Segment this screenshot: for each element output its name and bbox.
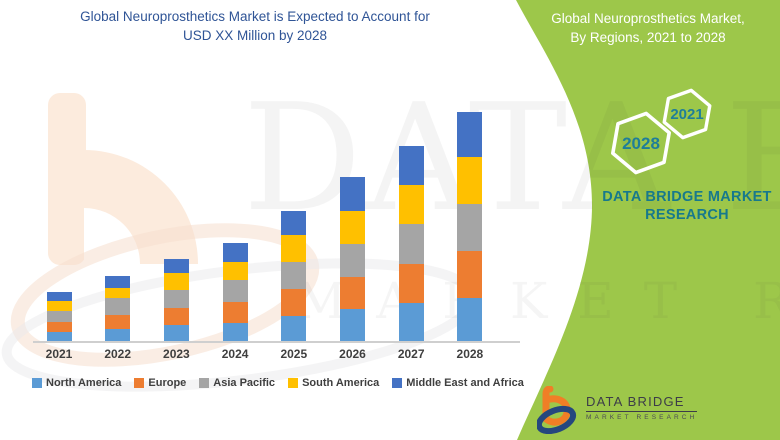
bar-segment-middle-east-and-africa-2028	[457, 112, 483, 157]
x-axis-label-2026: 2026	[339, 347, 366, 361]
bar-segment-asia-pacific-2023	[163, 290, 189, 308]
right-panel-title: Global Neuroprosthetics Market, By Regio…	[522, 9, 774, 47]
x-axis-label-2027: 2027	[397, 347, 425, 361]
legend-item-middle-east-and-africa: Middle East and Africa	[392, 377, 524, 389]
bar-segment-europe-2021	[46, 322, 72, 332]
chart-title: Global Neuroprosthetics Market is Expect…	[30, 7, 480, 45]
x-axis-label-2024: 2024	[221, 347, 249, 361]
legend-item-north-america: North America	[32, 377, 121, 389]
bar-segment-south-america-2023	[163, 273, 189, 290]
hexagon-2028-label: 2028	[622, 134, 660, 153]
legend-swatch-icon	[32, 378, 42, 388]
legend-swatch-icon	[134, 378, 145, 388]
bar-2021	[46, 292, 72, 342]
legend-label: Europe	[148, 377, 187, 389]
bar-2024	[222, 243, 248, 342]
bar-segment-south-america-2022	[105, 288, 131, 298]
hexagon-2021-label: 2021	[670, 106, 704, 123]
bar-segment-asia-pacific-2028	[457, 204, 483, 251]
bar-segment-europe-2027	[398, 264, 424, 303]
bar-segment-asia-pacific-2021	[46, 311, 72, 322]
bar-2028	[457, 112, 483, 342]
x-axis-label-2025: 2025	[280, 347, 308, 361]
bar-segment-middle-east-and-africa-2027	[398, 146, 424, 185]
bar-segment-asia-pacific-2026	[340, 244, 365, 277]
bar-segment-south-america-2027	[398, 185, 424, 224]
bar-segment-north-america-2025	[281, 316, 307, 342]
right-panel-title-line2: By Regions, 2021 to 2028	[570, 30, 726, 45]
legend-item-south-america: South America	[288, 377, 379, 389]
bar-segment-north-america-2028	[457, 298, 483, 342]
bar-segment-asia-pacific-2024	[222, 280, 248, 302]
bar-segment-asia-pacific-2025	[281, 262, 307, 289]
right-panel-title-line1: Global Neuroprosthetics Market,	[551, 11, 745, 26]
x-axis-label-2023: 2023	[163, 347, 190, 361]
legend-label: Asia Pacific	[213, 377, 276, 389]
company-logo-mark-icon	[537, 386, 577, 434]
bar-2026	[340, 177, 365, 342]
x-axis-label-2028: 2028	[456, 347, 484, 361]
bar-segment-middle-east-and-africa-2026	[340, 177, 365, 211]
legend-label: North America	[46, 377, 122, 389]
bar-segment-middle-east-and-africa-2021	[46, 292, 72, 301]
legend-swatch-icon	[288, 378, 299, 388]
legend-label: Middle East and Africa	[406, 377, 524, 389]
bar-segment-asia-pacific-2027	[398, 224, 424, 264]
bar-segment-europe-2026	[340, 277, 365, 309]
x-axis-label-2022: 2022	[104, 347, 132, 361]
bar-segment-middle-east-and-africa-2022	[105, 276, 131, 288]
bar-segment-south-america-2021	[46, 301, 72, 311]
bar-segment-south-america-2026	[340, 211, 365, 244]
bar-segment-europe-2025	[281, 289, 307, 316]
bar-segment-north-america-2024	[222, 323, 248, 342]
bar-segment-asia-pacific-2022	[105, 298, 131, 315]
bar-segment-middle-east-and-africa-2025	[281, 211, 307, 235]
company-logo-subtitle: MARKET RESEARCH	[586, 414, 698, 421]
bar-segment-south-america-2025	[281, 235, 307, 262]
chart-legend: North America Europe Asia Pacific South Ame…	[32, 377, 524, 389]
legend-item-europe: Europe	[134, 377, 186, 389]
bar-2025	[281, 211, 307, 342]
bar-2023	[163, 259, 189, 342]
bar-segment-north-america-2023	[163, 325, 189, 342]
bar-segment-europe-2028	[457, 251, 483, 298]
bar-segment-middle-east-and-africa-2024	[222, 243, 248, 262]
bar-segment-europe-2022	[105, 315, 131, 329]
brand-name-text: DATA BRIDGE MARKET RESEARCH	[592, 188, 780, 224]
bar-2027	[398, 146, 424, 342]
company-logo-name: DATA BRIDGE	[586, 394, 698, 412]
x-axis-label-2021: 2021	[45, 347, 73, 361]
company-logo-text: DATA BRIDGE MARKET RESEARCH	[586, 394, 698, 421]
bar-segment-middle-east-and-africa-2023	[163, 259, 189, 273]
bar-segment-europe-2023	[163, 308, 189, 325]
brand-name-line1: DATA BRIDGE MARKET	[602, 189, 772, 205]
legend-item-asia-pacific: Asia Pacific	[199, 377, 275, 389]
stacked-bar-plot-area	[46, 112, 483, 342]
chart-title-line2: USD XX Million by 2028	[182, 28, 328, 43]
company-logo: DATA BRIDGE MARKET RESEARCH	[537, 386, 698, 434]
chart-title-line1: Global Neuroprosthetics Market is Expect…	[80, 9, 430, 24]
legend-label: South America	[302, 377, 380, 389]
bar-segment-north-america-2027	[398, 303, 424, 342]
bar-segment-south-america-2024	[222, 262, 248, 280]
bar-segment-south-america-2028	[457, 157, 483, 204]
legend-swatch-icon	[199, 378, 210, 388]
brand-name-line2: RESEARCH	[645, 207, 729, 223]
bar-2022	[105, 276, 131, 342]
bar-segment-north-america-2026	[340, 309, 365, 342]
legend-swatch-icon	[392, 378, 403, 388]
bar-segment-europe-2024	[222, 302, 248, 323]
x-axis-line	[33, 341, 520, 343]
